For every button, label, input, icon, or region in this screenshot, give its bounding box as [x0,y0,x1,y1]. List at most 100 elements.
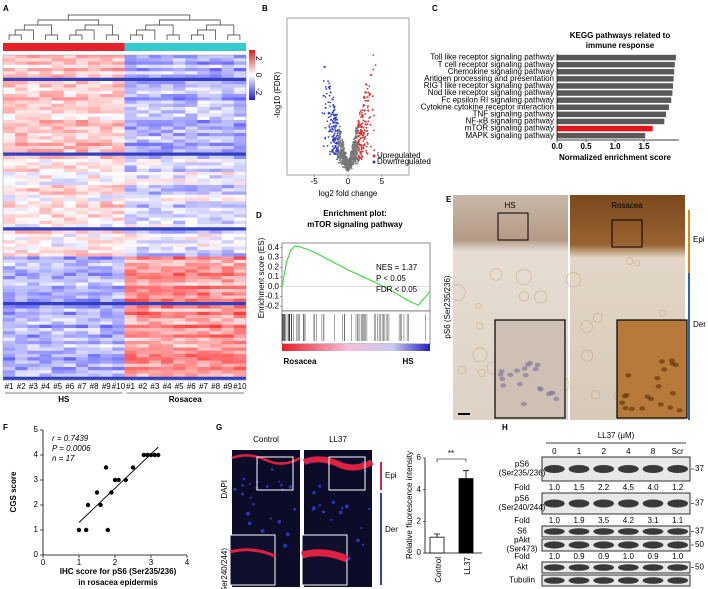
volcano-point [357,158,359,161]
heatmap-cell [233,207,247,212]
heatmap-cell [3,354,16,358]
heatmap-cell [63,285,77,290]
volcano-point [354,139,357,142]
heatmap-cell [3,250,16,254]
heatmap-cell [63,269,77,273]
nucleus [312,506,316,510]
heatmap-cell [112,136,125,140]
heatmap-cell [63,246,77,251]
heatmap-cell [233,298,247,303]
lane-label: 0 [552,447,557,456]
heatmap-cell [15,116,28,121]
heatmap-cell [136,350,149,355]
heatmap-cell [136,84,149,88]
heatmap-cell [88,162,101,166]
nucleus [252,502,255,506]
heatmap-cell [39,126,52,130]
heatmap-cell [63,64,77,69]
heatmap-cell [197,227,210,231]
heatmap-cell [88,155,101,160]
heatmap-cell [112,84,125,88]
heatmap-cell [221,363,235,368]
heatmap-cell [15,269,28,273]
heatmap-cell [221,191,235,195]
heatmap-cell [63,214,77,218]
heatmap-cell [173,168,186,173]
heatmap-cell [209,282,222,286]
heatmap-cell [221,68,235,72]
heatmap-cell [88,120,101,124]
heatmap-cell [75,123,89,127]
heatmap-cell [39,324,52,329]
volcano-point [368,93,371,95]
volcano-point [361,130,364,132]
heatmap-cell [160,142,174,147]
heatmap-cell [88,337,101,342]
nucleus [361,461,364,464]
heatmap-cell [88,211,101,215]
heatmap-cell [63,367,77,371]
heatmap-cell [51,81,64,85]
blot-label: Akt [516,563,528,572]
volcano-point [356,144,359,147]
heatmap-cell [160,77,174,82]
heatmap-cell [160,175,174,179]
heatmap-cell [3,168,16,173]
nucleus [341,506,344,510]
heatmap-cell [112,217,125,221]
blot-band [593,577,615,584]
heatmap-cell [197,116,210,121]
nucleus [331,500,336,505]
heatmap-cell [100,120,113,124]
heatmap-cell [27,285,40,290]
heatmap-cell [112,302,125,306]
heatmap-cell [88,315,101,319]
heatmap-cell [124,71,137,75]
heatmap-cell [160,100,174,104]
heatmap-cell [15,100,28,104]
inset-cell [522,372,529,378]
heatmap-cell [124,113,137,117]
heatmap-cell [173,61,186,65]
heatmap-cell [173,146,186,150]
volcano-point [366,134,369,137]
volcano-point [331,98,334,101]
heatmap-cell [124,191,137,195]
marker-label: 37 [695,499,704,508]
heatmap-cell [39,328,52,332]
heatmap-cell [51,185,64,189]
heatmap-cell [75,87,89,91]
heatmap-cell [160,253,174,257]
heatmap-cell [124,256,137,260]
heatmap-cell [27,149,40,153]
heatmap-cell [51,175,64,179]
heatmap-cell [209,279,222,283]
volcano-point [326,144,329,147]
heatmap-cell [173,162,186,166]
heatmap-cell [209,84,222,88]
heatmap-cell [136,263,149,267]
heatmap-cell [27,194,40,199]
heatmap-cell [112,191,125,195]
heatmap-cell [185,237,198,241]
heatmap-cell [185,81,198,85]
heatmap-cell [209,181,222,186]
heatmap-cell [51,97,64,101]
heatmap-cell [39,129,52,134]
heatmap-cell [39,337,52,342]
heatmap-cell [75,289,89,293]
heatmap-cell [39,350,52,355]
heatmap-cell [27,227,40,231]
heatmap-cell [15,162,28,166]
heatmap-cell [197,344,210,348]
heatmap-cell [27,185,40,189]
volcano-point [347,159,350,161]
ihc-texture [476,322,484,330]
heatmap-cell [185,107,198,111]
heatmap-cell [63,282,77,286]
volcano-point [366,152,369,155]
sample-label: #2 [138,382,147,391]
heatmap-cell [100,331,113,335]
heatmap-cell [197,324,210,329]
heatmap-cell [112,295,125,299]
